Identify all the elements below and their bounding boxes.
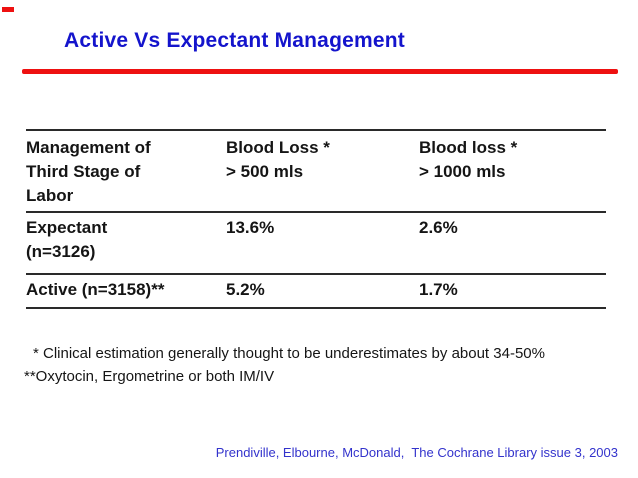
header-line: Labor: [26, 186, 74, 205]
table-row-active: Active (n=3158)** 5.2% 1.7%: [26, 275, 606, 309]
table-row-expectant: Expectant (n=3126) 13.6% 2.6%: [26, 213, 606, 275]
row-label-line: Expectant: [26, 218, 108, 237]
header-line: Management of: [26, 138, 151, 157]
active-blood-loss-1000-value: 1.7%: [419, 280, 458, 299]
header-cell-management: Management of Third Stage of Labor: [26, 136, 226, 208]
table-header-row: Management of Third Stage of Labor Blood…: [26, 131, 606, 213]
header-line: Blood loss *: [419, 138, 518, 157]
header-line: > 500 mls: [226, 162, 304, 181]
expectant-blood-loss-500-value: 13.6%: [226, 218, 275, 237]
header-line: Third Stage of: [26, 162, 141, 181]
footnote-clinical-estimation: * Clinical estimation generally thought …: [33, 345, 545, 362]
slide-title: Active Vs Expectant Management: [64, 29, 405, 52]
row-label-active: Active (n=3158)**: [26, 278, 226, 302]
row-label-expectant: Expectant (n=3126): [26, 216, 226, 264]
row-label-line: Active (n=3158)**: [26, 280, 165, 299]
title-underline-rule: [22, 69, 618, 74]
header-line: Blood Loss *: [226, 138, 330, 157]
expectant-blood-loss-1000-value: 2.6%: [419, 218, 458, 237]
footnote-oxytocin: **Oxytocin, Ergometrine or both IM/IV: [24, 368, 275, 385]
blood-loss-table: Management of Third Stage of Labor Blood…: [26, 129, 606, 309]
corner-accent-dash: [2, 7, 14, 12]
header-cell-blood-loss-1000: Blood loss * > 1000 mls: [419, 136, 606, 208]
active-blood-loss-500-value: 5.2%: [226, 280, 265, 299]
row-label-line: (n=3126): [26, 242, 96, 261]
header-cell-blood-loss-500: Blood Loss * > 500 mls: [226, 136, 419, 208]
citation-text: Prendiville, Elbourne, McDonald, The Coc…: [215, 445, 618, 460]
header-line: > 1000 mls: [419, 162, 506, 181]
